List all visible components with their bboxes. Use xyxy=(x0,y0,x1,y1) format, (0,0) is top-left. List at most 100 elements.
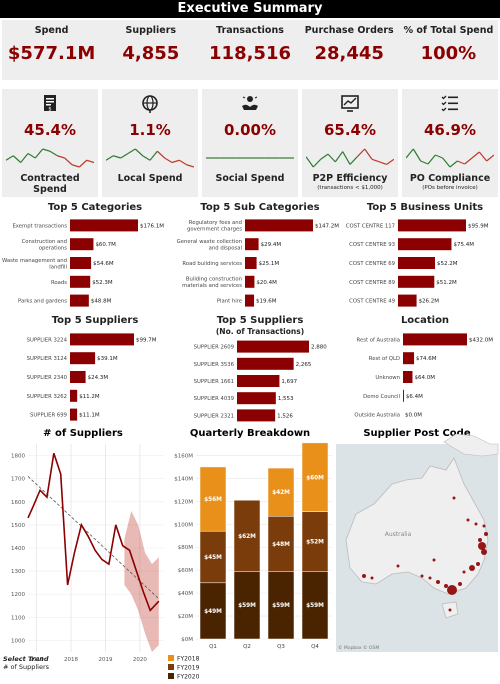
sparkline-segment xyxy=(86,159,94,164)
segment-value-label: $56M xyxy=(204,497,222,503)
bar-value-label: $19.6M xyxy=(256,299,277,305)
stacked-bar-segment xyxy=(301,511,329,572)
x-tick-label: Q3 xyxy=(277,644,285,650)
sparkline-segment xyxy=(442,157,451,168)
bar-category-label: SUPPLIER 699 xyxy=(30,413,67,419)
segment-value-label: $59M xyxy=(238,603,256,609)
bar xyxy=(245,275,255,288)
sparkline-segment xyxy=(406,148,414,159)
y-tick-label: $0M xyxy=(181,637,193,643)
bar-category-label: Parks and gardens xyxy=(18,299,67,305)
x-tick-label: Q4 xyxy=(311,644,319,650)
map-landmass xyxy=(345,457,489,595)
bar xyxy=(70,352,96,365)
bar xyxy=(398,238,452,251)
sparkline-segment xyxy=(156,150,166,159)
bar-value-label: $75.4M xyxy=(453,242,474,248)
forecast-band xyxy=(124,511,159,652)
y-tick-label: 1800 xyxy=(11,454,25,460)
sparkline-segment xyxy=(478,151,488,162)
bar-value-label: $60.7M xyxy=(95,242,116,248)
kpi-label: Purchase Orders xyxy=(304,25,394,36)
bar xyxy=(398,219,466,232)
legend-label: FY2020 xyxy=(177,674,200,681)
chart-top-business-units: COST CENTRE 117 $95.9M COST CENTRE 93 $75.4… xyxy=(346,219,489,307)
y-tick-label: 1700 xyxy=(11,477,25,483)
bar xyxy=(237,392,276,405)
sparkline-segment xyxy=(379,161,387,165)
bar xyxy=(70,275,91,288)
y-tick-label: $60M xyxy=(178,568,193,574)
sparkline-segment xyxy=(306,156,314,168)
bar-value-label: $20.4M xyxy=(256,280,277,286)
bar-category-label: SUPPLIER 2340 xyxy=(27,375,68,381)
bar-category-label: SUPPLIER 1661 xyxy=(194,379,234,385)
bar xyxy=(245,294,255,307)
legend-label: FY2018 xyxy=(177,656,200,663)
postcode-marker xyxy=(462,570,466,574)
chart-top-suppliers-transactions: SUPPLIER 2609 2,880 SUPPLIER 3536 2,265 SUPP… xyxy=(194,340,327,422)
segment-value-label: $42M xyxy=(272,490,290,496)
card-sparkline xyxy=(206,157,294,159)
hands-icon xyxy=(242,96,258,110)
svg-text:$: $ xyxy=(48,106,51,112)
sparkline-segment xyxy=(142,155,151,161)
bar-value-label: $432.0M xyxy=(469,337,493,343)
bar-value-label: $52.3M xyxy=(92,280,113,286)
stacked-bar-segment xyxy=(267,516,295,572)
bar xyxy=(70,294,89,307)
select-trend-label: Select Trend xyxy=(3,655,49,663)
y-tick-label: 1600 xyxy=(11,500,25,506)
sparkline-segment xyxy=(186,164,194,168)
stacked-bar-segment xyxy=(199,582,227,640)
card-p2p-efficiency[interactable]: 65.4% P2P Efficiency (transactions < $1,… xyxy=(302,89,398,197)
segment-value-label: $49M xyxy=(204,609,222,615)
x-tick-label: Q2 xyxy=(243,644,251,650)
map-supplier-post-code[interactable]: Supplier Post Code Australia © Mapbox © OS… xyxy=(334,422,500,654)
kpi-label: Spend xyxy=(34,25,69,36)
sparkline-segment xyxy=(20,153,29,163)
chart-title-suppliers: Top 5 Suppliers xyxy=(51,315,139,326)
chart-quarterly-breakdown: Quarterly Breakdown $0M $20M $40M $60M $80M $1… xyxy=(168,428,332,681)
chart-title-suppliers-transactions: Top 5 Suppliers xyxy=(216,315,304,326)
bar-category-label: SUPPLIER 3262 xyxy=(27,394,67,400)
chart-title-business-units: Top 5 Business Units xyxy=(366,202,484,213)
card-sparkline xyxy=(406,148,494,168)
bar xyxy=(237,409,276,422)
bar-category-label: Outside Australia xyxy=(354,413,400,419)
bar-category-label: COST CENTRE 49 xyxy=(349,299,395,305)
y-tick-label: 1400 xyxy=(11,546,25,552)
sparkline-segment xyxy=(106,155,114,161)
card-value: 45.4% xyxy=(23,121,77,139)
y-tick-label: 1100 xyxy=(11,615,25,621)
bar-category-label: COST CENTRE 93 xyxy=(349,242,395,248)
bar-category-label: Regulatory fees and xyxy=(189,220,242,226)
card-sparkline xyxy=(106,148,194,168)
chart-title-sub-categories: Top 5 Sub Categories xyxy=(200,202,320,213)
segment-value-label: $62M xyxy=(238,534,256,540)
sparkline-segment xyxy=(164,157,173,164)
postcode-marker xyxy=(432,558,436,562)
bar xyxy=(237,375,280,387)
kpi-purchase-orders: Purchase Orders 28,445 xyxy=(300,20,399,80)
card-local-spend[interactable]: 1.1% Local Spend xyxy=(102,89,198,197)
bar xyxy=(398,275,435,288)
card-social-spend[interactable]: 0.00% Social Spend xyxy=(202,89,298,197)
chart-title: Quarterly Breakdown xyxy=(190,428,310,439)
sparkline-segment xyxy=(64,157,73,166)
card-po-compliance[interactable]: 46.9% PO Compliance (POs before invoice) xyxy=(402,89,498,197)
card-value: 65.4% xyxy=(323,121,377,139)
bar-category-label: Waste management and xyxy=(2,258,67,264)
postcode-marker xyxy=(436,580,440,584)
sparkline-segment xyxy=(12,155,22,163)
postcode-marker xyxy=(484,532,488,536)
sparkline-segment xyxy=(179,159,187,166)
bar xyxy=(237,340,309,353)
bar-category-label: Construction and xyxy=(22,239,67,245)
bar-category-label: SUPPLIER 4039 xyxy=(194,396,234,402)
select-trend-value[interactable]: # of Suppliers xyxy=(3,663,50,671)
chart-title-categories: Top 5 Categories xyxy=(47,202,143,213)
card-contracted-spend[interactable]: $ 45.4% Contracted Spend xyxy=(2,89,98,197)
bar xyxy=(70,219,138,232)
bar-category-label: landfill xyxy=(49,264,67,270)
